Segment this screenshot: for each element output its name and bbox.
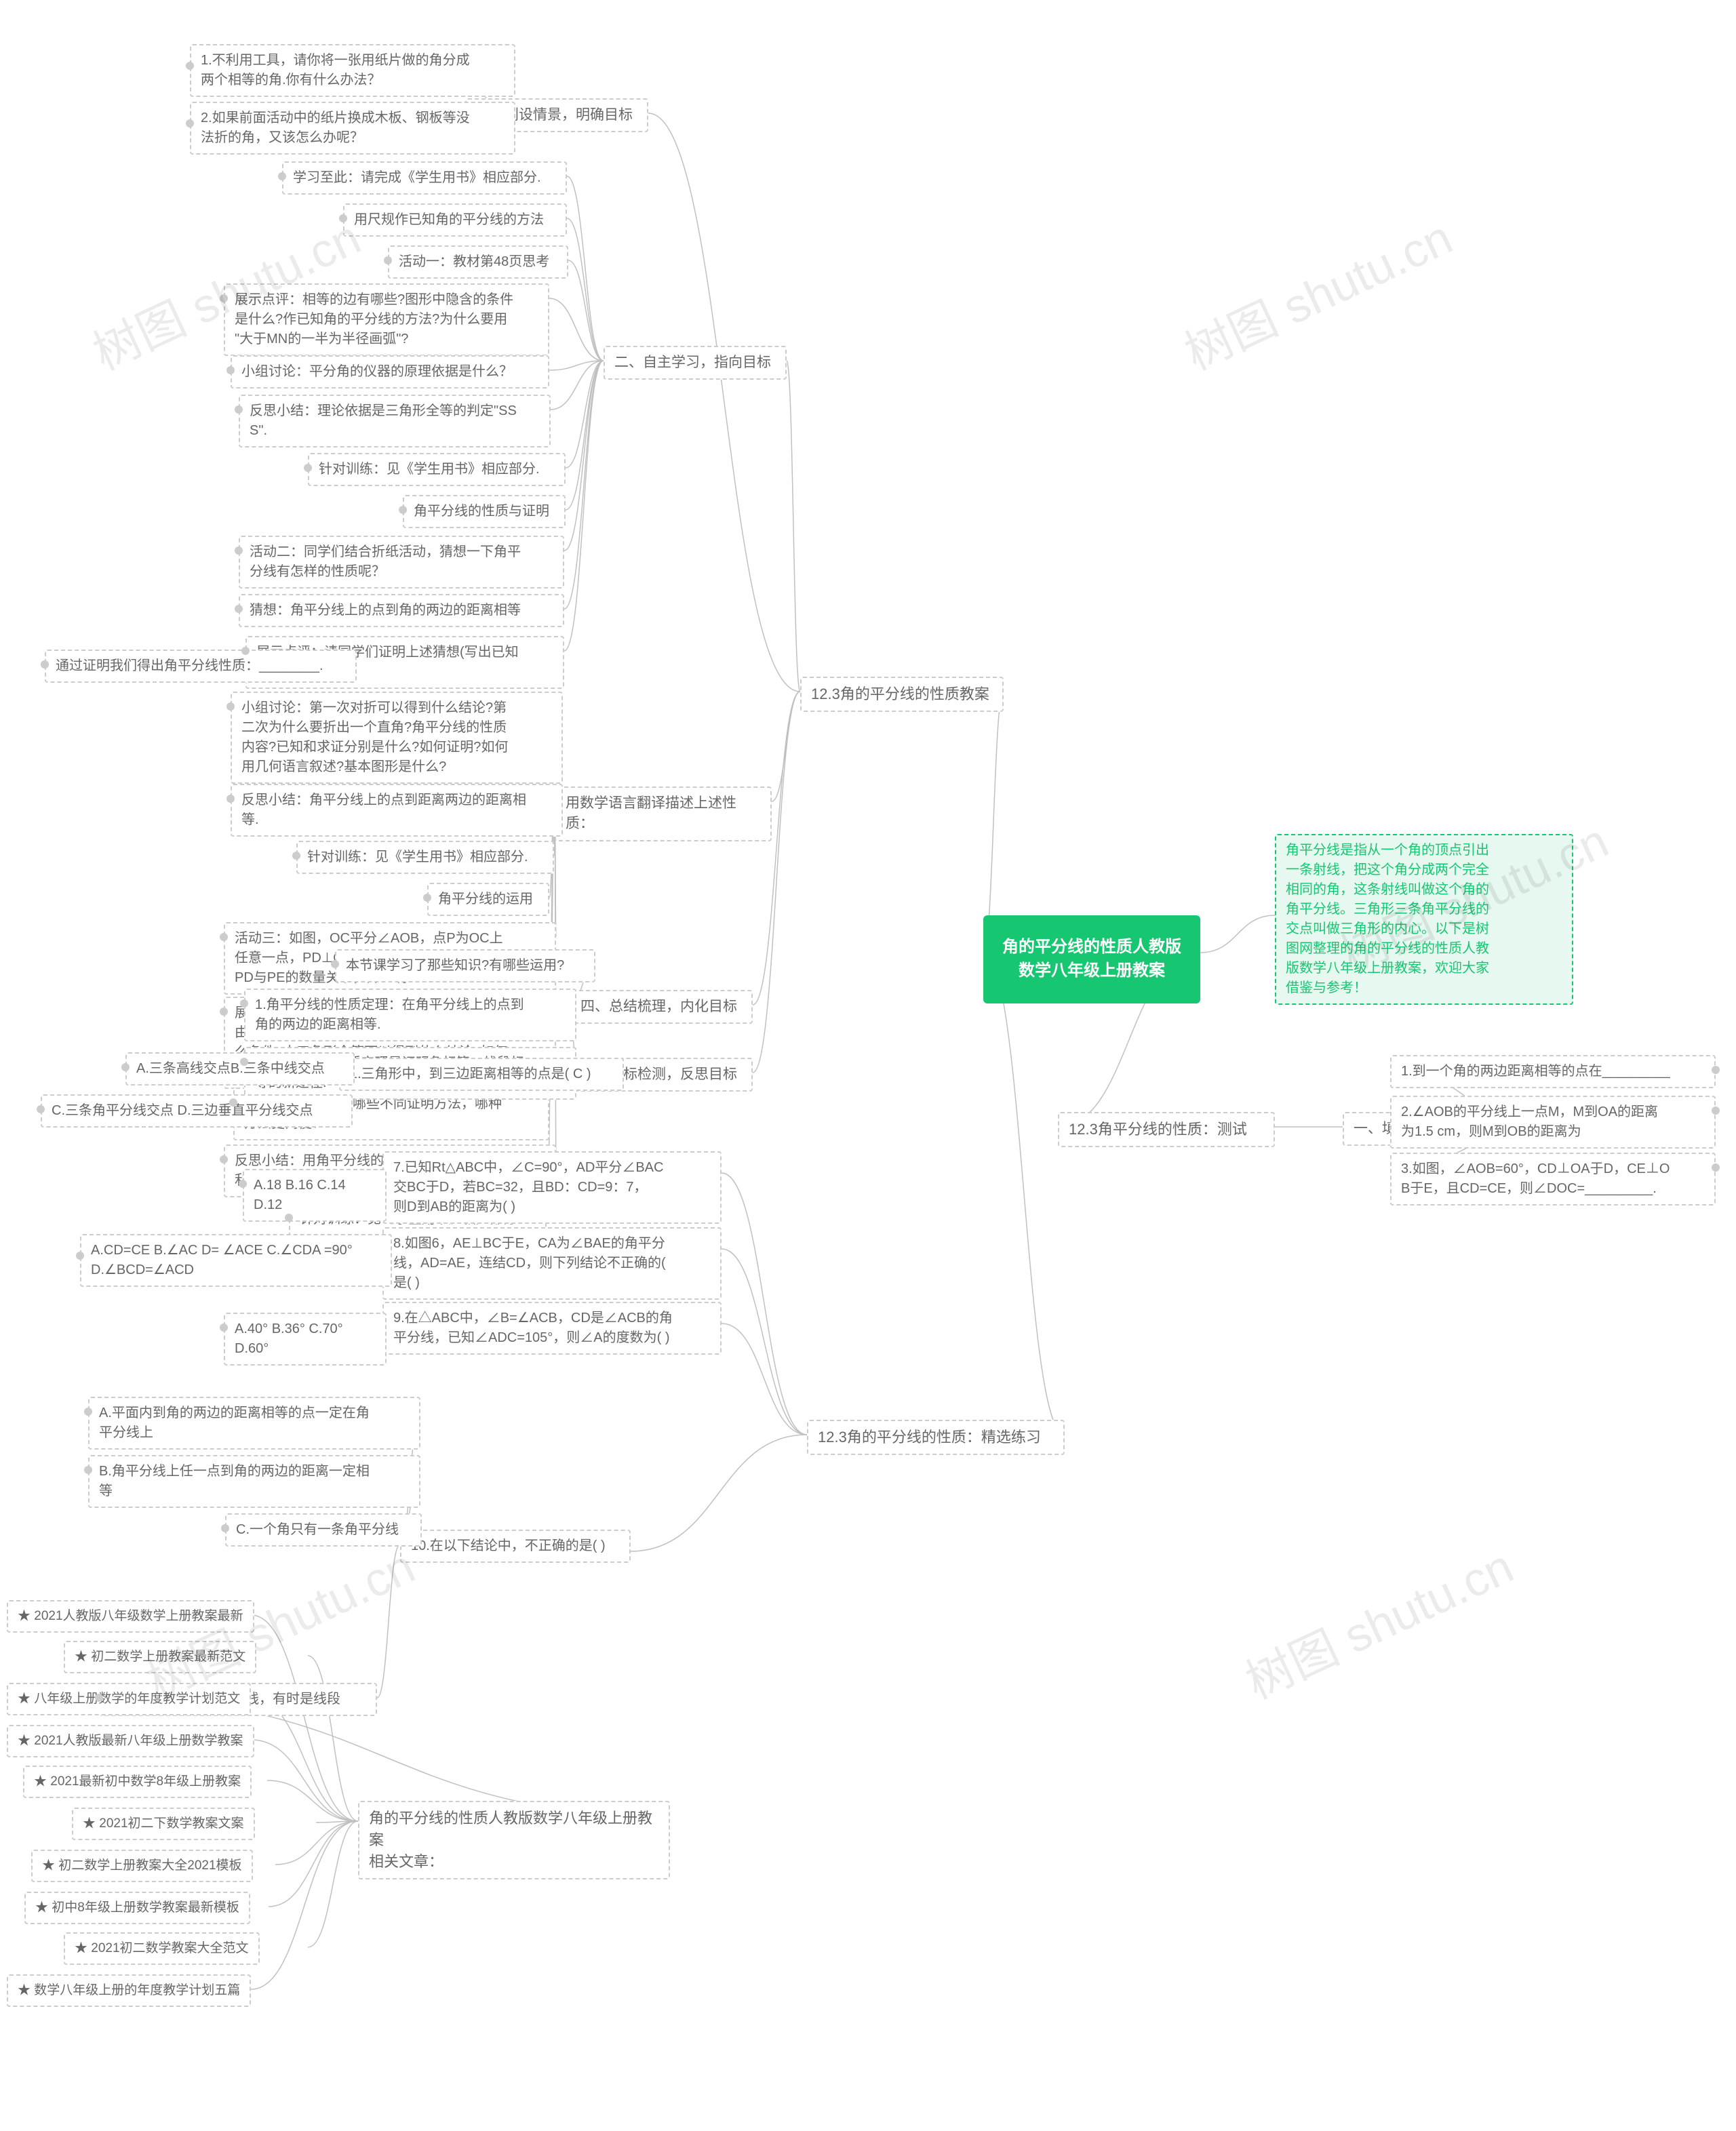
connector-dot bbox=[240, 999, 248, 1008]
connector-dot bbox=[229, 1098, 237, 1107]
branch-related: 角的平分线的性质人教版数学八年级上册教案 相关文章： bbox=[358, 1801, 670, 1879]
connector-dot bbox=[384, 256, 392, 264]
practice-node-5: A.40° B.36° C.70° D.60° bbox=[224, 1313, 387, 1366]
q5-opt-c: C.三条角平分线交点 D.三边垂直平分线交点 bbox=[41, 1094, 353, 1128]
connector-dot bbox=[240, 1058, 248, 1066]
connector-dot bbox=[285, 1214, 293, 1222]
connector-dot bbox=[37, 1105, 45, 1113]
connector-dot bbox=[226, 795, 235, 803]
teach-node-14: 小组讨论：第一次对折可以得到什么结论?第 二次为什么要折出一个直角?角平分线的性… bbox=[231, 692, 563, 784]
connector-dot bbox=[41, 660, 49, 669]
test-q2: 2.∠AOB的平分线上一点M，M到OA的距离 为1.5 cm，则M到OB的距离为 bbox=[1390, 1096, 1716, 1149]
practice-node-2: 8.如图6，AE⊥BC于E，CA为∠BAE的角平分 线，AD=AE，连结CD，则… bbox=[382, 1227, 722, 1300]
connector-dot bbox=[220, 294, 228, 302]
teach-node-13: 通过证明我们得出角平分线性质：________. bbox=[45, 650, 357, 683]
test-q1: 1.到一个角的两边距离相等的点在_________ bbox=[1390, 1055, 1716, 1088]
connector-dot bbox=[221, 1524, 229, 1532]
connector-dot bbox=[331, 960, 339, 968]
teach-section-s4: 四、总结梳理，内化目标 bbox=[570, 990, 753, 1024]
connector-dot bbox=[1712, 1163, 1720, 1172]
related-link-4: ★ 2021最新初中数学8年级上册教案 bbox=[23, 1766, 252, 1798]
practice-node-0: 7.已知Rt△ABC中，∠C=90°，AD平分∠BAC 交BC于D，若BC=32… bbox=[382, 1151, 722, 1224]
connector-dot bbox=[220, 1323, 228, 1332]
teach-node-3: 用尺规作已知角的平分线的方法 bbox=[343, 203, 567, 237]
connector-dot bbox=[278, 172, 286, 180]
connector-dot bbox=[186, 119, 194, 127]
related-link-8: ★ 2021初二数学教案大全范文 bbox=[64, 1932, 260, 1965]
teach-section-s3: 用数学语言翻译描述上述性质： bbox=[555, 786, 772, 841]
connector-dot bbox=[235, 605, 243, 613]
connector-dot bbox=[1712, 1066, 1720, 1074]
practice-node-3: A.CD=CE B.∠AC D= ∠ACE C.∠CDA =90° D.∠BCD… bbox=[80, 1234, 392, 1287]
related-link-2: ★ 八年级上册数学的年度教学计划范文 bbox=[7, 1683, 251, 1715]
practice-node-6: 10.在以下结论中，不正确的是( ) bbox=[400, 1530, 631, 1563]
connector-dot bbox=[220, 1155, 228, 1163]
teach-node-7: 反思小结：理论依据是三角形全等的判定"SS S". bbox=[239, 395, 551, 447]
connector-dot bbox=[220, 933, 228, 941]
related-link-3: ★ 2021人教版最新八年级上册数学教案 bbox=[7, 1725, 254, 1757]
summary4-node-1: 1.角平分线的性质定理：在角平分线上的点到 角的两边的距离相等. bbox=[244, 989, 576, 1041]
teach-node-0: 1.不利用工具，请你将一张用纸片做的角分成 两个相等的角.你有什么办法？ bbox=[190, 44, 515, 97]
teach-node-5: 展示点评：相等的边有哪些?图形中隐含的条件 是什么?作已知角的平分线的方法?为什… bbox=[224, 283, 549, 356]
connector-dot bbox=[304, 464, 312, 472]
related-link-7: ★ 初中8年级上册数学教案最新模板 bbox=[24, 1892, 250, 1924]
branch-prac: 12.3角的平分线的性质：精选练习 bbox=[807, 1420, 1065, 1455]
teach-node-17: 角平分线的运用 bbox=[427, 883, 549, 916]
related-link-5: ★ 2021初二下数学教案文案 bbox=[72, 1808, 255, 1840]
connector-dot bbox=[186, 62, 194, 70]
connector-dot bbox=[84, 1408, 92, 1416]
connector-dot bbox=[220, 1008, 228, 1016]
q5-main: 1.三角形中，到三边距离相等的点是( C ) bbox=[339, 1058, 624, 1091]
practice-node-9: C.一个角只有一条角平分线 bbox=[225, 1513, 422, 1547]
connector-dot bbox=[235, 405, 243, 414]
practice-node-1: A.18 B.16 C.14 D.12 bbox=[243, 1169, 387, 1222]
connector-dot bbox=[292, 852, 300, 860]
teach-node-9: 角平分线的性质与证明 bbox=[403, 495, 566, 528]
teach-node-1: 2.如果前面活动中的纸片换成木板、钢板等没 法折的角，又该怎么办呢？ bbox=[190, 102, 515, 155]
connector-dot bbox=[226, 702, 235, 711]
teach-node-4: 活动一：教材第48页思考 bbox=[388, 245, 568, 279]
teach-section-s2: 二、自主学习，指向目标 bbox=[604, 346, 787, 380]
connector-dot bbox=[241, 647, 250, 655]
teach-node-10: 活动二：同学们结合折纸活动，猜想一下角平 分线有怎样的性质呢？ bbox=[239, 536, 564, 589]
connector-dot bbox=[399, 506, 407, 514]
teach-node-6: 小组讨论：平分角的仪器的原理依据是什么？ bbox=[231, 355, 549, 389]
teach-node-11: 猜想：角平分线上的点到角的两边的距离相等 bbox=[239, 594, 564, 627]
branch-teach: 12.3角的平分线的性质教案 bbox=[800, 677, 1004, 712]
connector-dot bbox=[95, 1694, 103, 1702]
q5-opt-a: A.三条高线交点B.三条中线交点 bbox=[125, 1052, 355, 1086]
summary4-node-0: 本节课学习了那些知识?有哪些运用? bbox=[335, 949, 595, 982]
branch-test: 12.3角平分线的性质：测试 bbox=[1058, 1112, 1275, 1147]
practice-node-8: B.角平分线上任一点到角的两边的距离一定相 等 bbox=[88, 1455, 420, 1508]
related-link-9: ★ 数学八年级上册的年度教学计划五篇 bbox=[7, 1974, 251, 2007]
related-link-1: ★ 初二数学上册教案最新范文 bbox=[64, 1641, 256, 1673]
practice-node-7: A.平面内到角的两边的距离相等的点一定在角 平分线上 bbox=[88, 1397, 420, 1450]
summary-node: 角平分线是指从一个角的顶点引出 一条射线，把这个角分成两个完全 相同的角，这条射… bbox=[1275, 834, 1573, 1005]
connector-dot bbox=[235, 546, 243, 555]
connector-dot bbox=[84, 1466, 92, 1474]
teach-node-16: 针对训练：见《学生用书》相应部分. bbox=[296, 841, 554, 874]
root-node: 角的平分线的性质人教版 数学八年级上册教案 bbox=[983, 915, 1200, 1003]
connector-dot bbox=[76, 1252, 84, 1260]
connector-dot bbox=[226, 366, 235, 374]
practice-node-4: 9.在△ABC中，∠B=∠ACB，CD是∠ACB的角 平分线，已知∠ADC=10… bbox=[382, 1302, 722, 1355]
teach-node-2: 学习至此：请完成《学生用书》相应部分. bbox=[282, 161, 567, 195]
teach-node-8: 针对训练：见《学生用书》相应部分. bbox=[308, 453, 566, 486]
connector-dot bbox=[423, 894, 431, 902]
related-link-6: ★ 初二数学上册教案大全2021模板 bbox=[31, 1850, 253, 1882]
test-q3: 3.如图，∠AOB=60°，CD⊥OA于D，CE⊥O B于E，且CD=CE，则∠… bbox=[1390, 1153, 1716, 1206]
connector-dot bbox=[239, 1180, 247, 1188]
connector-dot bbox=[121, 1063, 130, 1071]
related-link-0: ★ 2021人教版八年级数学上册教案最新 bbox=[7, 1600, 254, 1633]
teach-node-15: 反思小结：角平分线上的点到距离两边的距离相 等. bbox=[231, 784, 563, 837]
connector-dot bbox=[339, 214, 347, 222]
connector-dot bbox=[1712, 1107, 1720, 1115]
